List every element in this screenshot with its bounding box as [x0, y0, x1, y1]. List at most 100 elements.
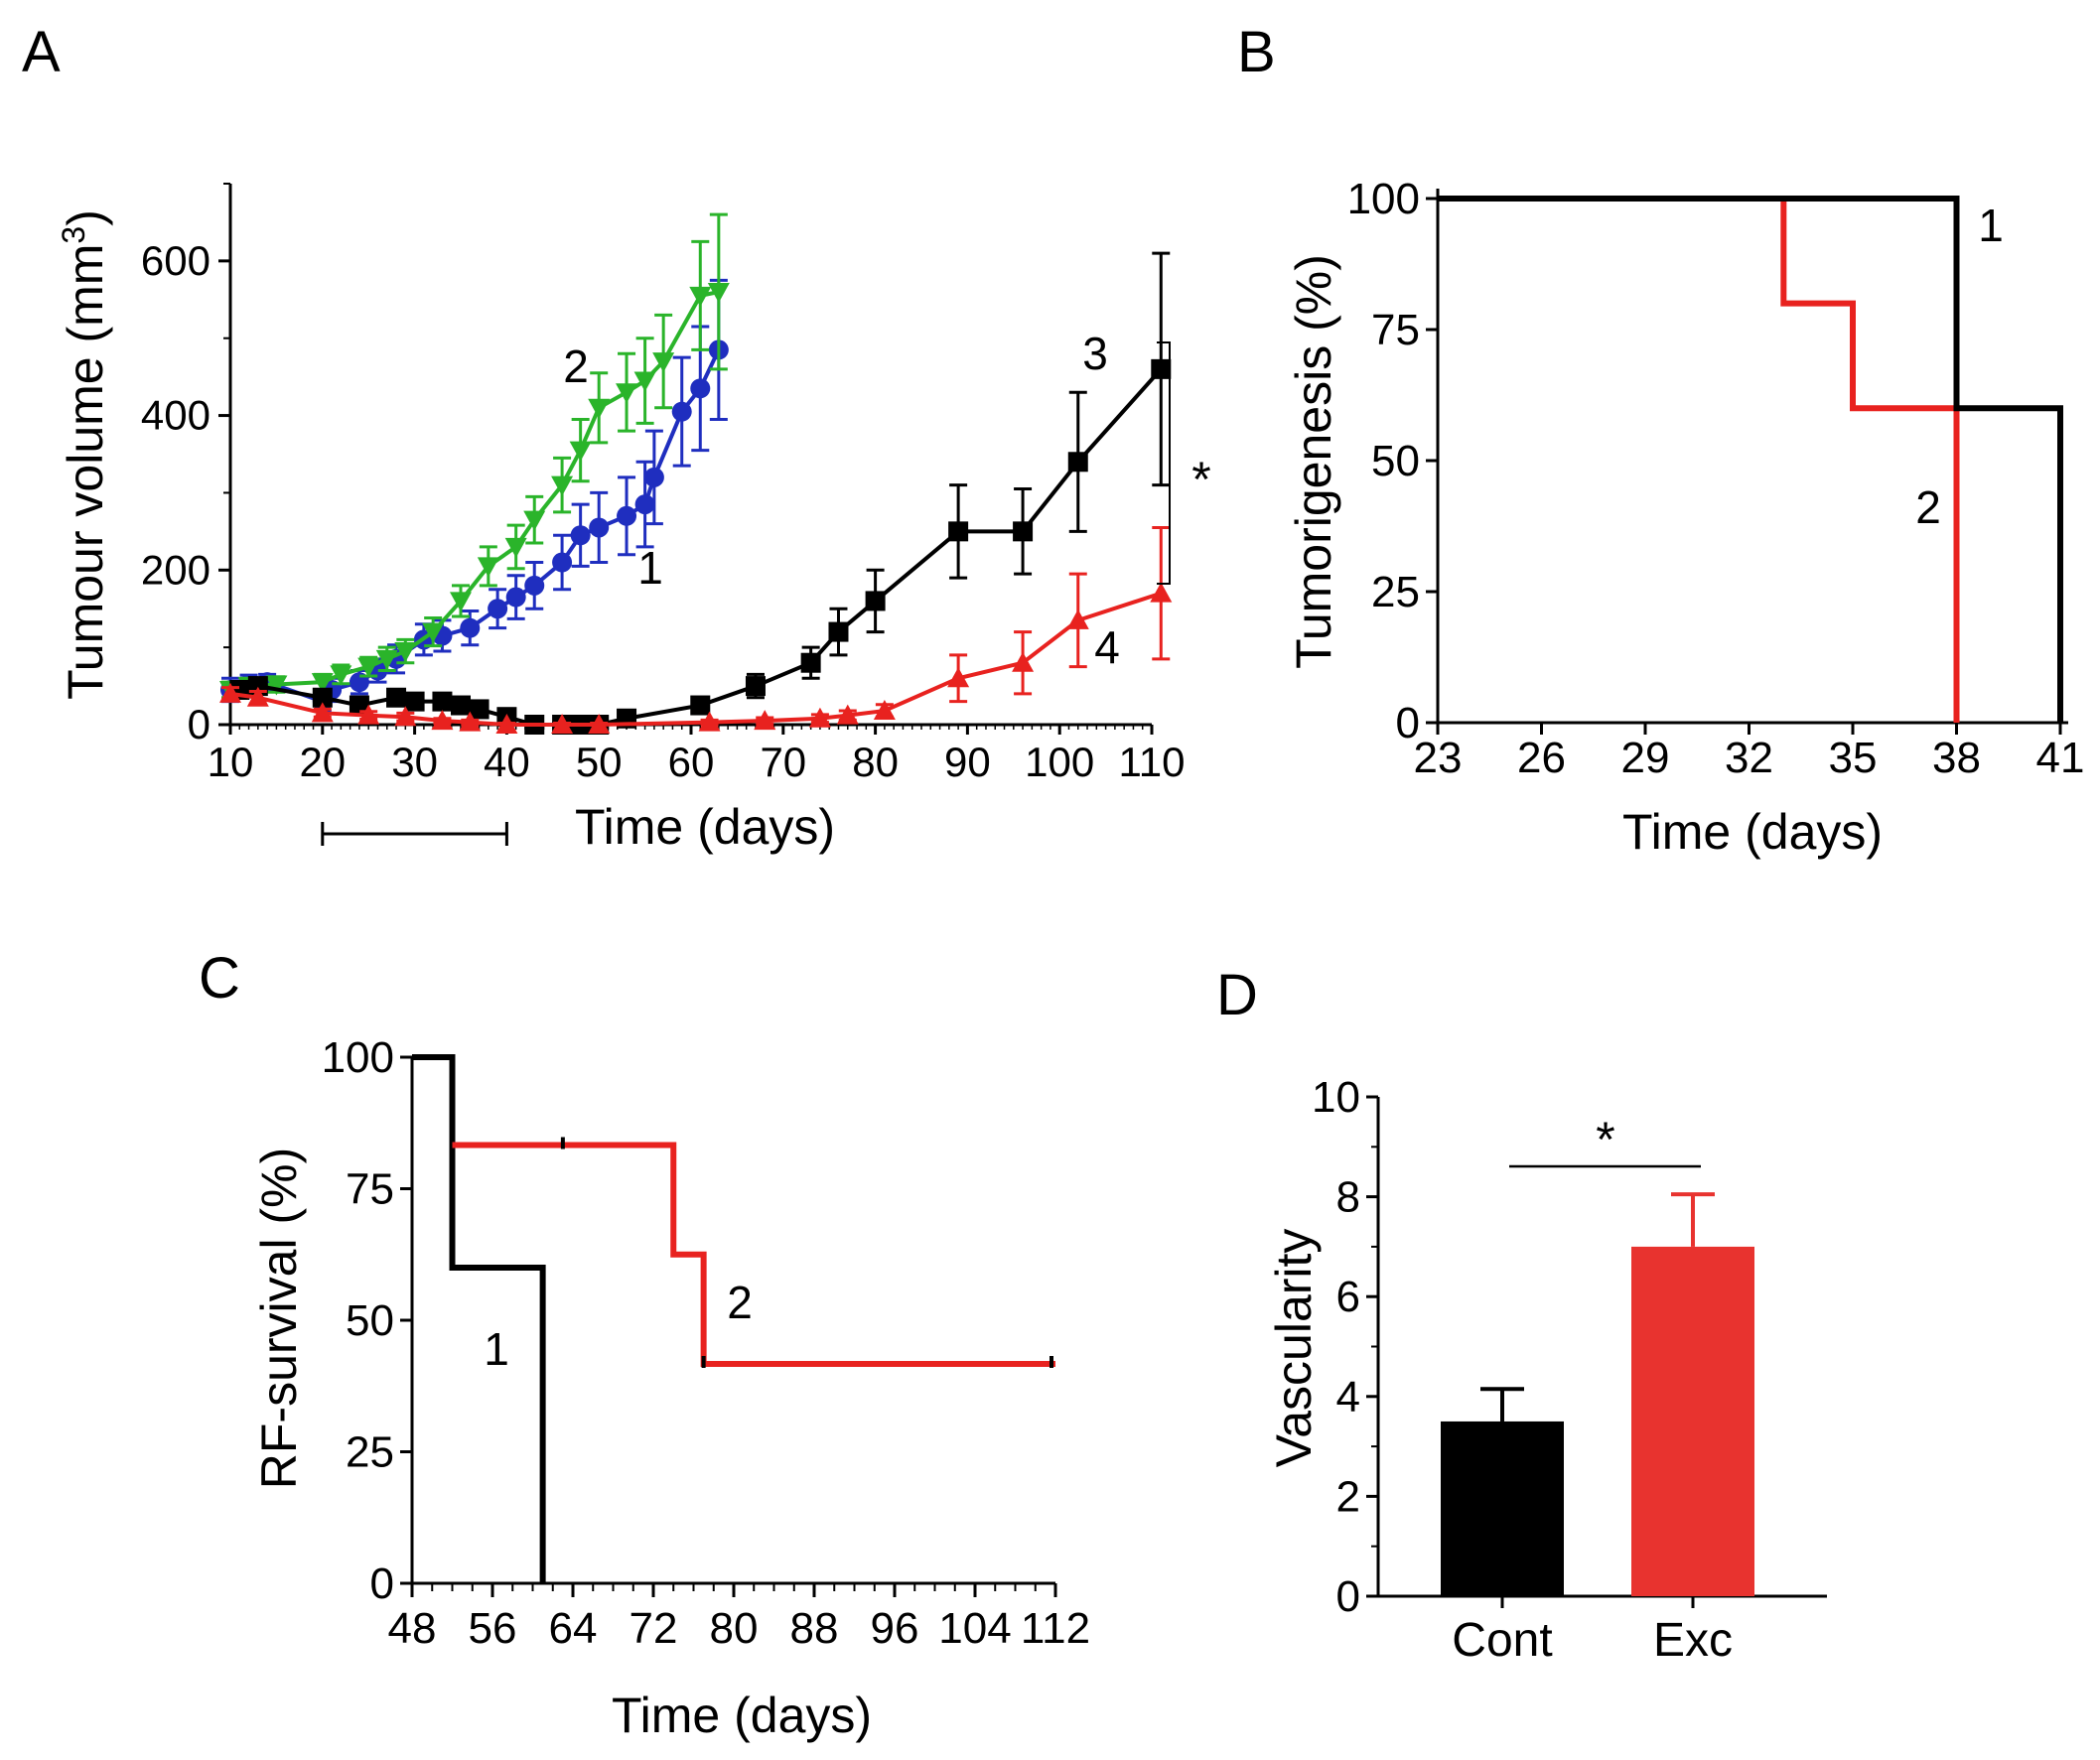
a-data-point: [311, 702, 334, 723]
a-data-point: [616, 383, 638, 404]
b-y-tick-label: 50: [1371, 437, 1420, 485]
a-data-point: [523, 510, 546, 531]
a-data-point: [459, 711, 482, 732]
a-data-point: [589, 517, 610, 538]
a-data-point: [1067, 452, 1088, 473]
a-x-tick-label: 20: [299, 739, 346, 785]
d-y-tick-label: 10: [1312, 1073, 1360, 1122]
a-data-point: [469, 699, 490, 720]
a-data-point: [450, 592, 472, 612]
a-data-point: [634, 494, 655, 515]
b-y-tick-label: 0: [1396, 699, 1420, 747]
a-data-point: [312, 687, 333, 708]
a-data-point: [570, 525, 591, 546]
b-x-tick-label: 32: [1725, 734, 1773, 782]
b-y-axis-label: Tumorigenesis (%): [1286, 254, 1341, 669]
a-data-point: [219, 682, 241, 703]
b-x-tick-label: 29: [1621, 734, 1670, 782]
b-y-tick-label: 100: [1347, 175, 1420, 223]
a-series-4: [219, 525, 1173, 734]
a-significance-star: *: [1191, 452, 1210, 507]
a-data-point: [1151, 358, 1172, 379]
panel-letter-a: A: [22, 20, 61, 84]
a-series-label: 3: [1082, 328, 1108, 379]
c-series-label: 2: [727, 1277, 753, 1328]
c-y-tick-label: 100: [322, 1033, 394, 1082]
d-y-tick-label: 4: [1336, 1373, 1360, 1422]
a-data-point: [808, 707, 831, 728]
a-data-point: [551, 714, 574, 734]
a-x-axis-label: Time (days): [575, 799, 835, 855]
c-y-tick-label: 0: [370, 1559, 394, 1608]
a-data-point: [948, 521, 969, 542]
b-x-axis-label: Time (days): [1622, 804, 1883, 860]
a-data-point: [643, 467, 664, 487]
a-data-point: [495, 714, 518, 734]
a-data-point: [524, 575, 545, 596]
b-series-label: 1: [1978, 200, 2004, 251]
a-data-point: [1012, 651, 1035, 672]
a-data-point: [311, 673, 334, 694]
a-x-tick-label: 60: [668, 739, 715, 785]
c-y-tick-label: 50: [346, 1296, 394, 1345]
a-data-point: [394, 706, 417, 727]
a-x-tick-label: 10: [208, 739, 254, 785]
a-data-point: [588, 714, 611, 734]
a-significance-bracket: [1157, 341, 1171, 585]
a-series-label: 1: [637, 542, 663, 594]
a-x-tick-label: 90: [944, 739, 991, 785]
a-data-point: [588, 398, 611, 419]
a-series-label: 2: [563, 340, 589, 392]
a-data-point: [617, 505, 637, 526]
b-step-line-1: [1438, 196, 2063, 723]
b-x-tick-label: 26: [1517, 734, 1566, 782]
a-data-point: [1013, 521, 1034, 542]
a-data-point: [357, 704, 380, 725]
c-x-tick-label: 96: [871, 1604, 919, 1653]
panel-d: D 0 2 4 6 8 10 Vascularity Cont Exc *: [1216, 963, 1827, 1667]
a-x-tick-label: 70: [760, 739, 806, 785]
a-data-point: [432, 691, 453, 712]
c-y-tick-label: 75: [346, 1165, 394, 1214]
c-x-tick-label: 64: [549, 1604, 598, 1653]
d-y-axis-label: Vascularity: [1266, 1229, 1322, 1468]
panel-a: A 0 200 400 600 10 20 30 40 50 60 70 80 90 100 110 Time…: [22, 20, 1211, 855]
b-series-label: 2: [1915, 481, 1941, 533]
a-data-point: [1066, 609, 1089, 629]
c-x-tick-label: 104: [938, 1604, 1011, 1653]
a-data-point: [671, 401, 692, 422]
a-data-point: [357, 657, 380, 678]
a-data-point: [460, 617, 481, 638]
c-y-axis-label: RF-survival (%): [251, 1148, 307, 1489]
a-x-tick-label: 110: [1119, 739, 1186, 785]
a-data-point: [477, 557, 499, 578]
a-series-1: [220, 278, 729, 713]
a-series-label: 4: [1094, 621, 1120, 673]
a-series-2: [219, 212, 730, 701]
a-x-tick-label: 100: [1025, 739, 1094, 785]
a-y-tick-label: 200: [141, 546, 210, 593]
a-data-point: [633, 371, 656, 392]
a-data-point: [551, 475, 574, 496]
a-data-point: [569, 441, 592, 462]
b-y-tick-label: 25: [1371, 568, 1420, 616]
c-step-line-2: [452, 1142, 1055, 1367]
d-category-label: Cont: [1452, 1614, 1552, 1667]
a-data-point: [375, 649, 398, 670]
b-x-tick-label: 38: [1932, 734, 1981, 782]
c-x-tick-label: 112: [1021, 1604, 1090, 1653]
a-data-point: [246, 686, 269, 707]
a-x-tick-label: 80: [852, 739, 899, 785]
a-y-tick-label: 600: [141, 237, 210, 284]
a-y-axis-label: Tumour volume (mm3): [56, 209, 113, 700]
a-x-tick-label: 30: [391, 739, 438, 785]
d-significance-star: *: [1596, 1112, 1614, 1167]
c-x-tick-label: 72: [630, 1604, 678, 1653]
d-y-tick-label: 6: [1336, 1273, 1360, 1321]
a-data-point: [552, 552, 573, 573]
a-data-point: [689, 286, 712, 307]
a-data-point: [386, 687, 407, 708]
d-y-tick-label: 0: [1336, 1572, 1360, 1621]
a-data-point: [745, 676, 766, 697]
